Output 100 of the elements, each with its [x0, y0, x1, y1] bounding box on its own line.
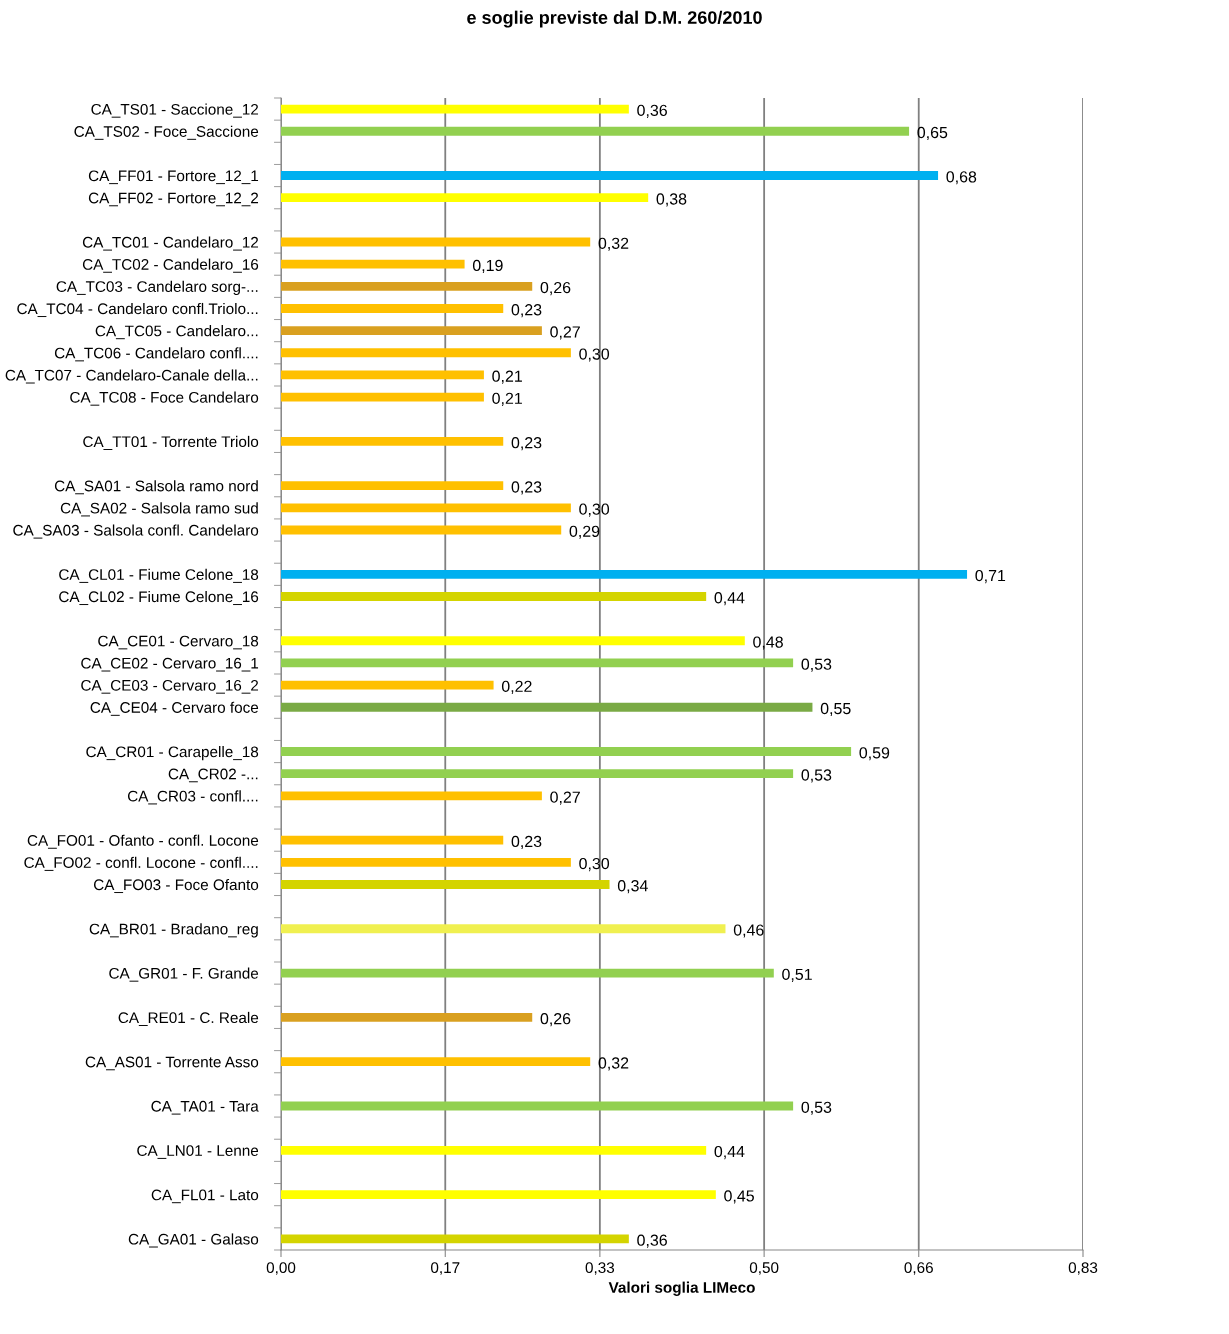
data-label: 0,34	[617, 880, 648, 894]
data-label: 0,23	[511, 437, 542, 451]
bar	[281, 791, 542, 801]
bar	[281, 769, 794, 779]
data-label: 0,19	[472, 259, 503, 273]
data-label: 0,46	[733, 924, 764, 938]
data-label: 0,45	[724, 1190, 754, 1204]
bar	[281, 193, 649, 203]
bar	[281, 857, 571, 867]
x-tick-label: 0,17	[431, 1262, 460, 1275]
y-tick-label: CA_CR02 -...	[168, 768, 258, 783]
bar	[281, 1190, 716, 1200]
bar	[281, 436, 504, 446]
bar	[281, 348, 571, 358]
data-label: 0,51	[782, 968, 812, 982]
bar	[281, 104, 629, 114]
y-tick-label: CA_TS01 - Saccione_12	[91, 103, 259, 118]
y-tick-label: CA_FF02 - Fortore_12_2	[88, 192, 259, 207]
y-tick-label: CA_SA02 - Salsola ramo sud	[60, 502, 258, 517]
y-tick-label: CA_TC05 - Candelaro...	[95, 325, 258, 340]
bar	[281, 281, 533, 291]
data-label: 0,21	[492, 370, 522, 384]
data-label: 0,32	[598, 237, 629, 251]
data-label: 0,65	[917, 126, 948, 141]
data-label: 0,27	[550, 791, 580, 805]
data-label: 0,21	[492, 392, 522, 406]
bar	[281, 392, 484, 402]
bar	[281, 835, 504, 845]
bar	[281, 326, 542, 336]
y-tick-label: CA_FO01 - Ofanto - confl. Locone	[27, 834, 259, 849]
chart-title: e soglie previste dal D.M. 260/2010	[467, 10, 762, 28]
x-tick-label: 0,66	[904, 1262, 933, 1275]
bar	[281, 1057, 591, 1067]
data-label: 0,44	[714, 592, 745, 606]
bar	[281, 968, 774, 978]
y-tick-label: CA_GA01 - Galaso	[128, 1233, 259, 1248]
y-tick-label: CA_FL01 - Lato	[151, 1189, 259, 1204]
bar	[281, 747, 852, 756]
y-tick-label: CA_TA01 - Tara	[151, 1100, 259, 1115]
data-label: 0,27	[550, 326, 580, 340]
y-tick-label: CA_LN01 - Lenne	[137, 1145, 259, 1159]
bar	[281, 1145, 707, 1155]
bar	[281, 1234, 629, 1244]
x-tick-label: 0,00	[266, 1262, 296, 1275]
bar	[281, 658, 794, 668]
y-tick-label: CA_FO03 - Foce Ofanto	[93, 878, 259, 894]
bar	[281, 636, 745, 646]
data-label: 0,23	[511, 835, 542, 849]
bar	[281, 503, 571, 513]
data-label: 0,59	[859, 747, 890, 761]
y-tick-label: CA_TS02 - Foce_Saccione	[74, 125, 259, 140]
y-tick-label: CA_CE02 - Cervaro_16_1	[81, 657, 259, 672]
x-axis-title: Valori soglia LIMeco	[608, 1281, 755, 1296]
bar	[281, 702, 813, 712]
data-label: 0,36	[637, 1234, 667, 1248]
bar	[281, 880, 610, 889]
bar	[281, 304, 504, 313]
bar	[281, 126, 910, 136]
y-tick-label: CA_CR01 - Carapelle_18	[86, 746, 259, 761]
bar	[281, 1101, 794, 1111]
bar	[281, 1012, 533, 1022]
y-tick-label: CA_TC08 - Foce Candelaro	[70, 391, 259, 406]
data-label: 0,55	[820, 702, 851, 717]
bar	[281, 525, 562, 535]
x-tick-label: 0,50	[749, 1262, 779, 1275]
data-label: 0,71	[975, 569, 1006, 584]
y-tick-label: CA_CR03 - confl....	[127, 790, 258, 805]
bar	[281, 259, 465, 269]
y-tick-label: CA_RE01 - C. Reale	[118, 1011, 259, 1026]
data-label: 0,29	[569, 525, 600, 539]
y-tick-label: CA_CL01 - Fiume Celone_18	[59, 568, 259, 583]
bar	[281, 680, 494, 690]
data-label: 0,23	[511, 481, 542, 495]
y-tick-label: CA_CL02 - Fiume Celone_16	[59, 590, 259, 606]
y-tick-label: CA_AS01 - Torrente Asso	[85, 1056, 259, 1071]
data-label: 0,68	[946, 171, 977, 185]
y-tick-label: CA_CE03 - Cervaro_16_2	[81, 679, 259, 694]
bar	[281, 237, 591, 247]
data-label: 0,26	[540, 1013, 571, 1027]
bar	[281, 171, 939, 180]
y-tick-label: CA_TC04 - Candelaro confl.Triolo...	[17, 302, 258, 318]
data-label: 0,22	[501, 680, 532, 694]
y-tick-label: CA_FF01 - Fortore_12_1	[88, 170, 259, 185]
y-tick-label: CA_CE04 - Cervaro foce	[90, 701, 259, 716]
data-label: 0,53	[801, 658, 832, 672]
y-tick-label: CA_TC02 - Candelaro_16	[82, 258, 259, 273]
y-tick-label: CA_TC01 - Candelaro_12	[82, 236, 259, 251]
data-label: 0,26	[540, 281, 571, 296]
y-tick-label: CA_FO02 - confl. Locone - confl....	[24, 856, 258, 871]
x-tick-label: 0,83	[1068, 1262, 1098, 1275]
bar	[281, 370, 484, 380]
y-tick-label: CA_SA01 - Salsola ramo nord	[54, 480, 258, 495]
data-label: 0,36	[637, 104, 667, 118]
data-label: 0,23	[511, 304, 542, 318]
bar	[281, 569, 968, 579]
y-tick-label: CA_TC06 - Candelaro confl....	[54, 347, 258, 362]
data-label: 0,48	[753, 636, 783, 650]
y-tick-label: CA_GR01 - F. Grande	[109, 967, 259, 982]
y-tick-label: CA_SA03 - Salsola confl. Candelaro	[13, 524, 259, 539]
data-label: 0,53	[801, 1101, 832, 1115]
